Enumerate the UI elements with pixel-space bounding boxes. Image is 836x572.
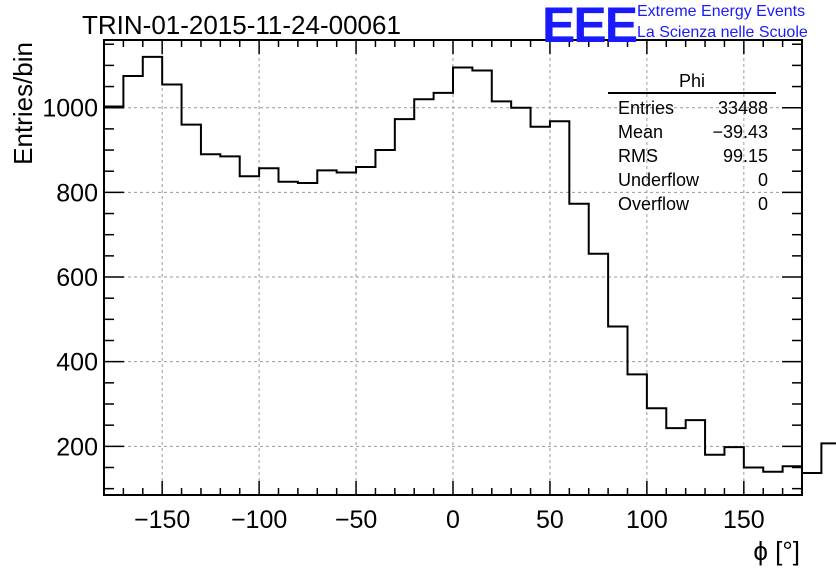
x-tick-label: 0	[446, 506, 460, 534]
stats-label: Underflow	[618, 170, 700, 190]
x-tick-label: −50	[335, 506, 377, 534]
stats-title: Phi	[608, 70, 776, 94]
x-tick-label: 50	[536, 506, 564, 534]
y-tick-label: 1000	[42, 95, 98, 123]
stats-label: Overflow	[618, 194, 690, 214]
stats-label: RMS	[618, 146, 658, 166]
stats-row-entries: Entries 33488	[608, 96, 776, 120]
tick-labels: −150 −100 −50 0 50 100 150 200 400 600 800 1000	[42, 95, 764, 534]
x-axis-label: ϕ [°]	[753, 536, 800, 566]
stats-box: Phi Entries 33488 Mean −39.43 RMS 99.15 …	[608, 70, 776, 216]
stats-label: Mean	[618, 122, 664, 142]
y-tick-label: 200	[56, 433, 98, 461]
x-tick-label: 150	[723, 506, 765, 534]
y-tick-label: 600	[56, 264, 98, 292]
y-tick-label: 800	[56, 179, 98, 207]
axis-ticks	[103, 40, 803, 495]
stats-value: 0	[757, 170, 768, 190]
stats-value: −39.43	[712, 122, 768, 142]
x-tick-label: −150	[134, 506, 190, 534]
stats-label: Entries	[618, 98, 675, 118]
stats-value: 33488	[717, 98, 768, 118]
stats-row-overflow: Overflow 0	[608, 192, 776, 216]
stats-row-underflow: Underflow 0	[608, 168, 776, 192]
x-tick-label: 100	[626, 506, 668, 534]
y-tick-label: 400	[56, 349, 98, 377]
grid-lines	[104, 40, 802, 495]
logo-subtitle-line1: Extreme Energy Events	[637, 3, 806, 20]
stats-row-rms: RMS 99.15	[608, 144, 776, 168]
stats-value: 99.15	[722, 146, 768, 166]
stats-row-mean: Mean −39.43	[608, 120, 776, 144]
x-tick-label: −100	[231, 506, 287, 534]
stats-value: 0	[757, 194, 768, 214]
chart-title: TRIN-01-2015-11-24-00061	[82, 10, 401, 40]
logo-subtitle-line2: La Scienza nelle Scuole	[637, 24, 808, 41]
histogram-series	[104, 55, 836, 474]
y-axis-label: Entries/bin	[8, 42, 38, 165]
eee-logo: EEE	[542, 0, 638, 53]
